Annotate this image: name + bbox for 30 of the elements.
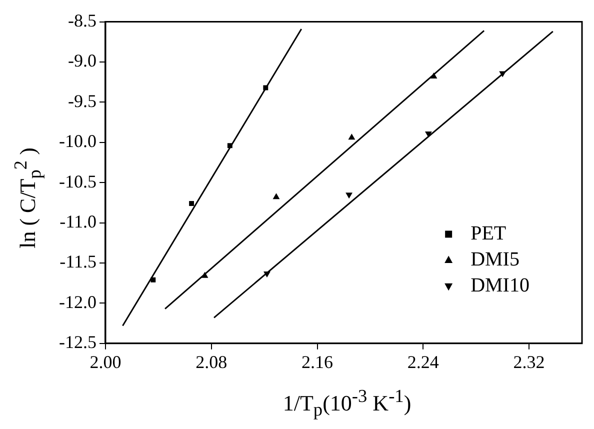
- legend-label: PET: [470, 222, 506, 244]
- x-tick-label: 2.32: [513, 352, 545, 372]
- legend-label: DMI10: [470, 274, 530, 296]
- y-tick-label: -9.0: [68, 50, 96, 71]
- point: [264, 271, 270, 278]
- point: [430, 72, 438, 78]
- point: [150, 277, 156, 282]
- y-tick-label: -11.0: [60, 212, 96, 232]
- x-axis-title: 1/T$_{p}$(10$^{-3}$ K$^{-1}$): [282, 386, 412, 421]
- x-tick-label: 2.16: [302, 352, 334, 372]
- point: [346, 192, 353, 199]
- y-tick-label: -12.5: [58, 332, 96, 352]
- x-tick-label: 2.00: [90, 352, 122, 372]
- y-tick-label: -8.5: [68, 10, 96, 31]
- legend-label: DMI5: [470, 248, 520, 270]
- point: [348, 134, 356, 140]
- point: [227, 143, 232, 148]
- y-tick-label: -12.0: [58, 292, 96, 312]
- point: [201, 272, 208, 278]
- y-tick-label: -10.5: [58, 171, 96, 192]
- y-tick-label: -10.0: [58, 131, 96, 152]
- y-tick-label: -9.5: [68, 90, 96, 111]
- point: [424, 132, 432, 138]
- y-tick-label: -11.5: [60, 252, 96, 272]
- x-tick-label: 2.24: [407, 352, 439, 372]
- point: [189, 201, 194, 206]
- point: [263, 85, 268, 90]
- point: [499, 71, 506, 78]
- point: [272, 193, 280, 200]
- x-tick-label: 2.08: [196, 352, 228, 372]
